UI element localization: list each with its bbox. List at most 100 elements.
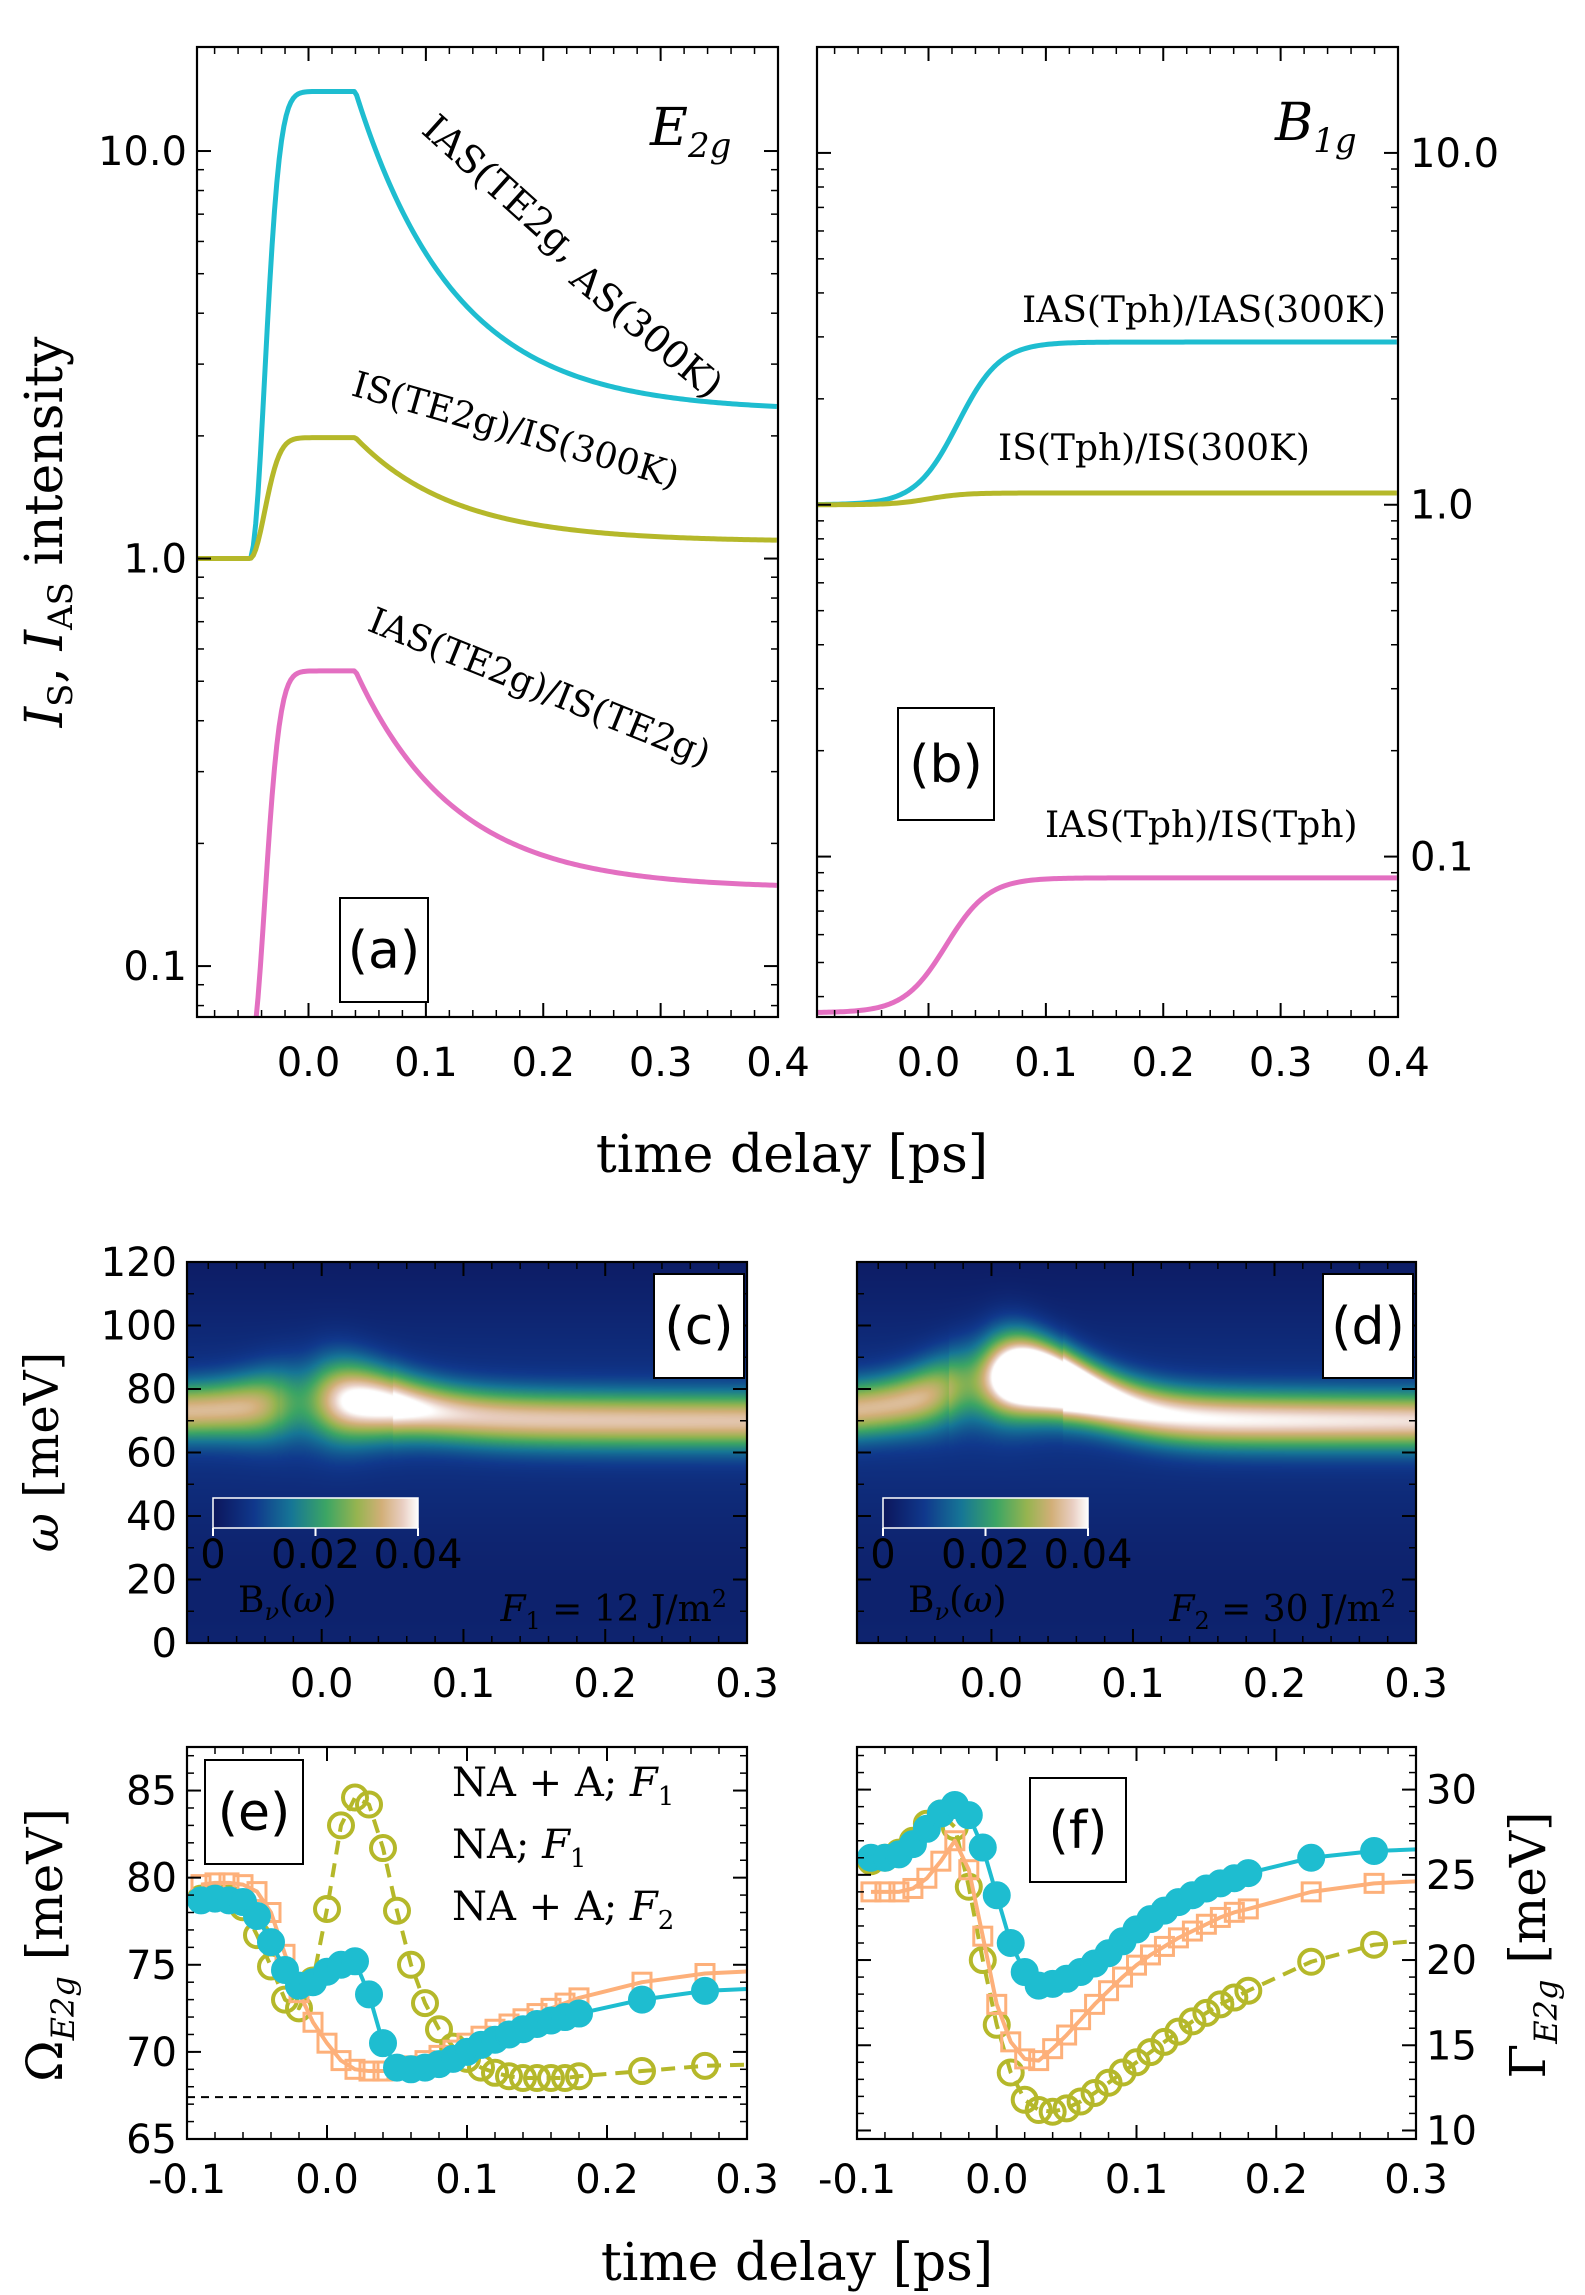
x-tick-label: 0.2 <box>575 2157 639 2203</box>
data-point <box>1360 1836 1389 1865</box>
colorbar-cell <box>1054 1498 1056 1528</box>
colorbar-cell <box>351 1498 353 1528</box>
y-axis-label: ω [meV] <box>14 1352 70 1552</box>
colorbar-cell <box>1030 1498 1032 1528</box>
colorbar-cell <box>973 1498 975 1528</box>
panel-label-box <box>339 897 429 1003</box>
colorbar-cell <box>892 1498 894 1528</box>
colorbar-cell <box>924 1498 926 1528</box>
colorbar-cell <box>966 1498 968 1528</box>
colorbar-cell <box>230 1498 232 1528</box>
colorbar-cell <box>963 1498 965 1528</box>
plot-area-b <box>817 339 1397 1015</box>
colorbar-cell <box>362 1498 364 1528</box>
colorbar-cell <box>376 1498 378 1528</box>
colorbar-cell <box>248 1498 250 1528</box>
colorbar-cell <box>226 1498 228 1528</box>
colorbar-cell <box>984 1498 986 1528</box>
colorbar-cell <box>342 1498 344 1528</box>
colorbar-cell <box>941 1498 943 1528</box>
colorbar-cell <box>1037 1498 1039 1528</box>
colorbar-cell <box>255 1498 257 1528</box>
colorbar-cell <box>291 1498 293 1528</box>
data-point <box>1192 1998 1221 2027</box>
panel-label: (a) <box>348 921 420 981</box>
data-point <box>341 1783 369 1812</box>
colorbar-cell <box>1084 1498 1086 1528</box>
colorbar-cell <box>1029 1498 1031 1528</box>
data-point <box>628 2057 656 2086</box>
data-point <box>344 2058 366 2080</box>
colorbar-cell <box>358 1498 360 1528</box>
x-tick-label: 0.1 <box>394 1040 458 1086</box>
colorbar-cell <box>263 1498 265 1528</box>
curve-annotation: IAS(Tph)/IAS(300K) <box>1022 290 1386 331</box>
colorbar-cell <box>957 1498 959 1528</box>
colorbar-cell <box>347 1498 349 1528</box>
data-point <box>495 2062 523 2091</box>
colorbar-cell <box>1061 1498 1063 1528</box>
colorbar-label: Bν(ω) <box>238 1580 337 1626</box>
colorbar-cell <box>229 1498 231 1528</box>
y-tick-label: 0.1 <box>123 944 187 990</box>
series-line <box>197 435 777 562</box>
colorbar-cell <box>982 1498 984 1528</box>
x-tick-label: 0.0 <box>277 1040 341 1086</box>
x-tick-label: 0.3 <box>1384 2157 1448 2203</box>
x-tick-label: 0.4 <box>746 1040 810 1086</box>
x-tick-label: 0.2 <box>573 1661 637 1707</box>
colorbar-cell <box>1012 1498 1014 1528</box>
colorbar-cell <box>975 1498 977 1528</box>
legend-entry: NA; F1 <box>452 1822 586 1874</box>
colorbar-cell <box>314 1498 316 1528</box>
colorbar-tick-label: 0.02 <box>271 1532 360 1578</box>
colorbar-cell <box>929 1498 931 1528</box>
data-point <box>397 1950 425 1979</box>
colorbar-cell <box>921 1498 923 1528</box>
colorbar-cell <box>322 1498 324 1528</box>
data-point <box>1363 1872 1385 1894</box>
colorbar-cell <box>951 1498 953 1528</box>
data-point <box>411 1989 439 2018</box>
colorbar-cell <box>955 1498 957 1528</box>
x-tick-label: -0.1 <box>148 2157 226 2203</box>
colorbar-cell <box>412 1498 414 1528</box>
x-tick-label: 0.3 <box>715 1661 779 1707</box>
colorbar-cell <box>238 1498 240 1528</box>
colorbar-tick-label: 0.04 <box>1043 1532 1132 1578</box>
colorbar-cell <box>288 1498 290 1528</box>
y-tick-label: 60 <box>126 1431 177 1477</box>
colorbar-cell <box>225 1498 227 1528</box>
colorbar-cell <box>1060 1498 1062 1528</box>
colorbar-cell <box>972 1498 974 1528</box>
colorbar-cell <box>297 1498 299 1528</box>
data-point <box>327 1811 355 1840</box>
colorbar-cell <box>1048 1498 1050 1528</box>
colorbar-cell <box>934 1498 936 1528</box>
colorbar-cell <box>964 1498 966 1528</box>
colorbar-cell <box>328 1498 330 1528</box>
colorbar-cell <box>979 1498 981 1528</box>
y-tick-label: 80 <box>126 1367 177 1413</box>
colorbar-cell <box>327 1498 329 1528</box>
colorbar-tick-label: 0 <box>870 1532 895 1578</box>
colorbar-cell <box>287 1498 289 1528</box>
colorbar-cell <box>904 1498 906 1528</box>
colorbar-cell <box>1069 1498 1071 1528</box>
colorbar-cell <box>1082 1498 1084 1528</box>
colorbar-cell <box>313 1498 315 1528</box>
colorbar-cell <box>967 1498 969 1528</box>
colorbar-cell <box>1008 1498 1010 1528</box>
colorbar-cell <box>290 1498 292 1528</box>
y-tick-label: 20 <box>1426 1938 1477 1984</box>
colorbar-cell <box>1033 1498 1035 1528</box>
colorbar-tick-label: 0.04 <box>373 1532 462 1578</box>
y-tick-label: 10.0 <box>98 129 187 175</box>
colorbar-cell <box>257 1498 259 1528</box>
colorbar-cell <box>269 1498 271 1528</box>
colorbar-cell <box>1016 1498 1018 1528</box>
data-point <box>982 1881 1011 1910</box>
data-point <box>958 1859 980 1881</box>
colorbar-cell <box>914 1498 916 1528</box>
